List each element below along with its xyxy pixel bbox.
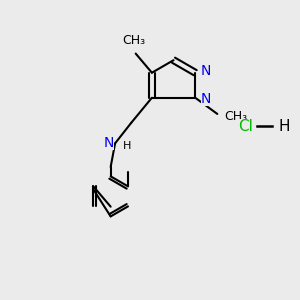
Text: H: H — [278, 119, 290, 134]
Text: Cl: Cl — [238, 119, 253, 134]
Text: CH₃: CH₃ — [224, 110, 247, 123]
Text: N: N — [200, 92, 211, 106]
Text: N: N — [103, 136, 114, 150]
Text: CH₃: CH₃ — [123, 34, 146, 47]
Text: N: N — [200, 64, 211, 78]
Text: H: H — [123, 141, 132, 151]
